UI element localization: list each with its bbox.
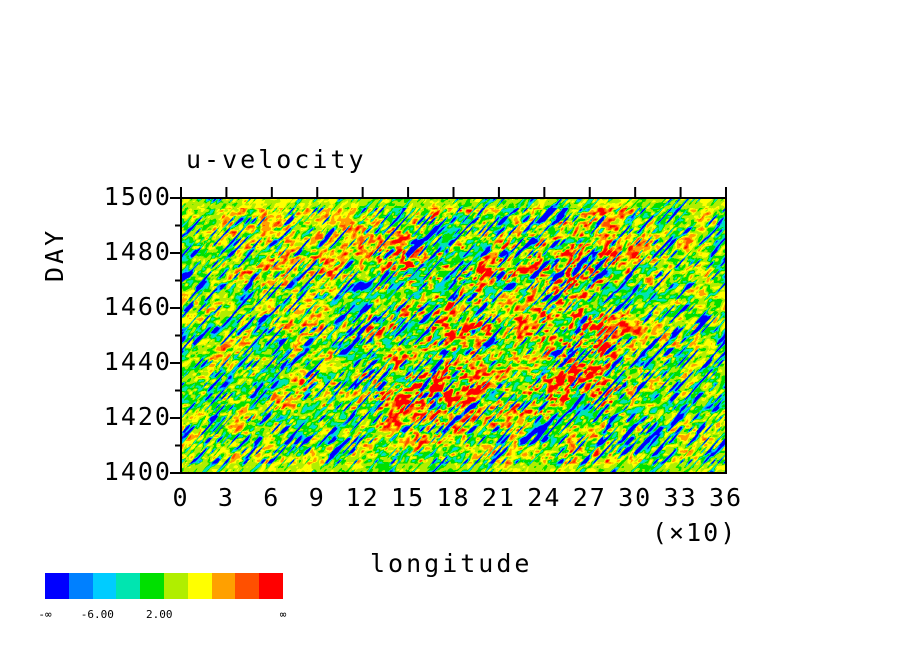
y-tick-label: 1480 bbox=[103, 237, 172, 266]
x-tick-label: 30 bbox=[618, 483, 653, 512]
colorbar-swatch bbox=[164, 573, 189, 599]
y-tick-label: 1400 bbox=[103, 457, 172, 486]
colorbar-tick-label: 2.00 bbox=[145, 608, 173, 621]
y-axis-label: DAY bbox=[40, 227, 69, 282]
colorbar-swatch bbox=[68, 573, 94, 599]
x-tick-label: 12 bbox=[345, 483, 380, 512]
x-tick-label: 18 bbox=[436, 483, 471, 512]
x-tick-label: 27 bbox=[572, 483, 607, 512]
colorbar-swatch bbox=[187, 573, 213, 599]
colorbar-swatch bbox=[235, 573, 260, 599]
colorbar-tick-label: -6.00 bbox=[80, 608, 114, 621]
colorbar-swatch bbox=[211, 573, 236, 599]
colorbar-swatch bbox=[92, 573, 117, 599]
colorbar-swatch bbox=[116, 573, 141, 599]
x-tick-label: 6 bbox=[263, 483, 281, 512]
colorbar-tick-label: ∞ bbox=[279, 608, 287, 621]
y-tick-label: 1460 bbox=[103, 292, 172, 321]
y-tick-label: 1440 bbox=[103, 347, 172, 376]
x-tick-label: 33 bbox=[663, 483, 698, 512]
x-tick-label: 15 bbox=[391, 483, 426, 512]
x-tick-label: 24 bbox=[527, 483, 562, 512]
x-axis-multiplier: (×10) bbox=[652, 518, 738, 547]
x-tick-label: 0 bbox=[172, 483, 190, 512]
x-axis-label: longitude bbox=[370, 549, 533, 578]
x-tick-label: 3 bbox=[217, 483, 235, 512]
colorbar-swatch bbox=[140, 573, 165, 599]
x-tick-label: 9 bbox=[308, 483, 326, 512]
colorbar-swatch bbox=[45, 573, 70, 599]
y-tick-label: 1500 bbox=[103, 182, 172, 211]
x-tick-label: 36 bbox=[708, 483, 744, 512]
y-tick-label: 1420 bbox=[103, 402, 172, 431]
chart-title: u-velocity bbox=[186, 145, 367, 174]
heatmap-field bbox=[181, 198, 726, 473]
colorbar-swatch bbox=[259, 573, 284, 599]
x-tick-label: 21 bbox=[481, 483, 516, 512]
colorbar-tick-label: -∞ bbox=[38, 608, 52, 621]
